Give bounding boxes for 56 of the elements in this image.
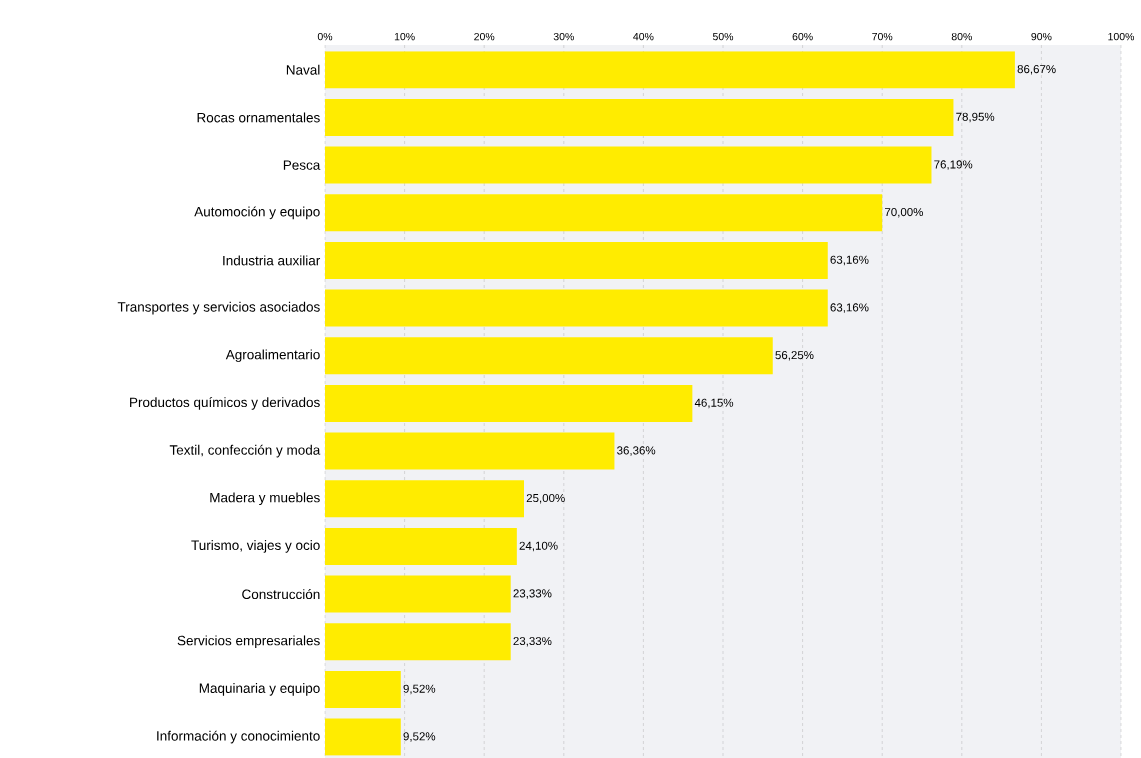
bar [325,337,773,375]
bar [325,289,828,327]
bar [325,670,401,708]
y-tick-label: Industria auxiliar [223,255,321,266]
y-tick-label: Textil, confección y moda [169,444,321,458]
bar [325,384,693,422]
x-tick-label: 80% [951,32,972,41]
y-tick-label: Rocas ornamentales [197,112,320,123]
y-tick-label: Automoción y equipo [194,206,320,220]
y-tick-label: Productos químicos y derivados [130,397,320,410]
y-tick-label: Transportes y servicios asociados [117,301,320,315]
y-tick-label: Servicios empresariales [177,635,320,649]
data-label: 24,10% [519,541,558,552]
bar [325,98,954,136]
bar [325,575,511,613]
data-label: 86,67% [1017,65,1056,75]
bar [325,480,524,518]
bar [325,51,1015,89]
bar [325,146,932,184]
y-tick-label: Agroalimentario [225,349,320,363]
y-tick-label: Madera y muebles [210,492,320,506]
data-label: 63,16% [830,255,869,266]
data-label: 78,95% [956,112,995,123]
y-tick-label: Naval [286,64,320,75]
x-tick-label: 50% [712,32,734,41]
bar [325,527,517,565]
bar [325,241,828,279]
data-label: 23,33% [513,589,552,599]
data-label: 25,00% [526,493,565,504]
bar [325,194,883,232]
y-tick-label: Turismo, viajes y ocio [191,540,320,553]
x-tick-label: 10% [394,32,415,41]
x-tick-label: 30% [553,32,574,41]
x-tick-label: 60% [792,32,813,41]
x-tick-label: 0% [317,32,333,41]
x-tick-label: 20% [474,32,495,41]
x-tick-label: 90% [1031,32,1052,41]
x-tick-label: 100% [1108,32,1135,41]
x-tick-label: 70% [872,32,893,41]
data-label: 56,25% [775,351,814,361]
bar [325,432,615,470]
x-tick-label: 40% [633,32,654,41]
y-tick-label: Información y conocimiento [157,730,320,744]
data-label: 23,33% [513,636,552,647]
data-label: 9,52% [403,732,436,742]
data-label: 36,36% [617,446,656,456]
y-tick-label: Construcción [242,589,320,600]
y-tick-label: Pesca [283,160,321,170]
bar [325,718,401,756]
data-label: 46,15% [694,398,734,409]
bar [325,623,511,661]
data-label: 63,16% [830,303,869,313]
y-tick-label: Maquinaria y equipo [199,683,320,696]
data-label: 9,52% [403,684,436,695]
data-label: 76,19% [934,160,973,170]
data-label: 70,00% [885,208,923,218]
